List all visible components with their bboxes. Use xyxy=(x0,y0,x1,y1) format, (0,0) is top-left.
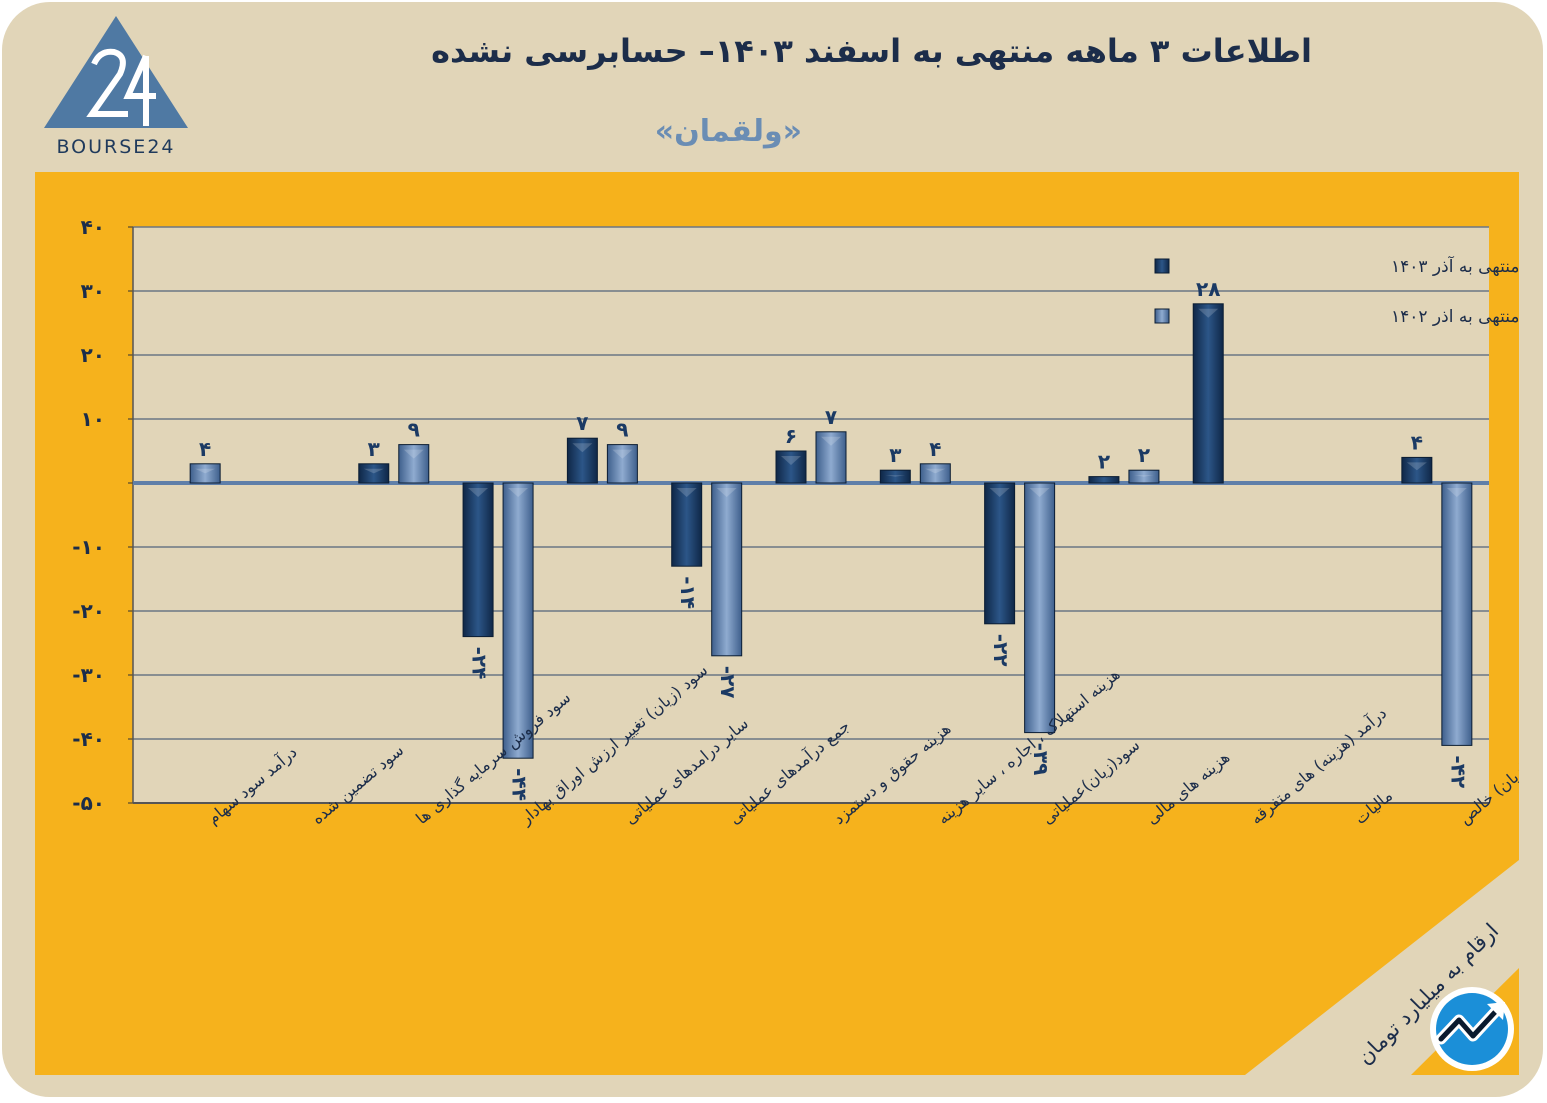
bar-2 xyxy=(815,431,847,484)
bar-value-label: ۳ xyxy=(368,437,380,461)
bar-bevel xyxy=(1446,488,1467,497)
legend-label: عملکرد منتهی به آذر ۱۴۰۳ xyxy=(1391,255,1519,277)
bar-bevel xyxy=(195,468,216,474)
bar-2 xyxy=(919,463,951,484)
bar-bevel xyxy=(1406,462,1427,471)
bar-1 xyxy=(1401,456,1433,484)
bar-bevel xyxy=(1133,475,1154,477)
bar-bevel xyxy=(676,488,697,497)
bar-bevel xyxy=(821,436,841,446)
bar-value-label: -۲۷ xyxy=(716,666,740,699)
y-tick-label: -۴۰ xyxy=(72,727,105,751)
bar-2 xyxy=(398,444,430,484)
bar-bevel xyxy=(885,475,906,477)
y-tick-label: ۱۰ xyxy=(81,407,105,431)
legend-swatch xyxy=(1154,258,1170,274)
bar-value-label: ۴ xyxy=(199,437,211,461)
y-tick-label: ۳۰ xyxy=(81,279,105,303)
bar-value-label: -۴۴ xyxy=(508,768,532,801)
bar-value-label: ۷ xyxy=(576,411,588,435)
y-tick-label: -۲۰ xyxy=(72,599,105,623)
bar-bevel xyxy=(612,449,633,459)
bar-bevel xyxy=(468,488,489,497)
bar-value-label: -۴۲ xyxy=(1446,755,1470,788)
bar-bevel xyxy=(508,488,529,497)
bar-2 xyxy=(189,463,221,484)
bar-2 xyxy=(1441,482,1473,746)
bar-1 xyxy=(775,450,807,484)
bar-1 xyxy=(879,469,911,484)
bar-value-label: ۲ xyxy=(1098,450,1110,474)
bar-value-label: ۲۸ xyxy=(1196,277,1220,301)
bar-bevel xyxy=(716,488,737,497)
bar-2 xyxy=(1024,482,1056,734)
bar-bevel xyxy=(781,456,801,465)
bar-bevel xyxy=(363,468,384,474)
bar-1 xyxy=(462,482,494,638)
bourse24-logo-icon xyxy=(44,16,188,128)
bar-value-label: ۳ xyxy=(889,443,901,467)
bar-value-label: -۲۲ xyxy=(989,634,1013,667)
bar-bevel xyxy=(403,449,424,459)
chart-panel: ۴۰ ۳۰ ۲۰ ۱۰ -۱۰ -۲۰ -۳۰ -۴۰ -۵۰ ۴ ۳ ۹ -۲۴ -۴۴ ۷ ۹ -۱۴ -۲… xyxy=(35,172,1519,1075)
logo-text: BOURSE24 xyxy=(56,136,176,158)
bar-1 xyxy=(1192,303,1224,484)
bar-bevel xyxy=(989,488,1010,497)
bar-bevel xyxy=(1029,488,1050,497)
trend-arrow-icon xyxy=(1430,987,1514,1071)
bar-value-label: -۱۴ xyxy=(676,576,700,609)
bar-1 xyxy=(671,482,703,567)
bar-value-label: -۲۴ xyxy=(468,647,492,680)
bar-1 xyxy=(984,482,1016,625)
bar-value-label: ۴ xyxy=(929,437,941,461)
bar-value-label: ۹ xyxy=(616,418,628,442)
bar-1 xyxy=(358,463,390,484)
bar-value-label: ۴ xyxy=(1411,430,1423,454)
bar-2 xyxy=(502,482,534,759)
page-subtitle: «ولقمان» xyxy=(654,114,802,149)
bar-1 xyxy=(566,437,598,484)
bar-bevel xyxy=(925,468,946,474)
y-tick-label: -۱۰ xyxy=(72,535,105,559)
bar-value-label: ۹ xyxy=(408,418,420,442)
page-title: اطلاعات ۳ ماهه منتهی به اسفند ۱۴۰۳– حساب… xyxy=(431,32,1312,70)
bar-value-label: ۲ xyxy=(1138,443,1150,467)
legend-swatch xyxy=(1154,308,1170,324)
bar-chart: ۴۰ ۳۰ ۲۰ ۱۰ -۱۰ -۲۰ -۳۰ -۴۰ -۵۰ ۴ ۳ ۹ -۲۴ -۴۴ ۷ ۹ -۱۴ -۲… xyxy=(72,215,1519,829)
bar-2 xyxy=(606,444,638,484)
plot-area xyxy=(133,227,1489,803)
bar-value-label: ۷ xyxy=(825,405,837,429)
y-tick-label: -۳۰ xyxy=(72,663,105,687)
y-tick-label: -۵۰ xyxy=(72,791,105,815)
bar-value-label: -۳۹ xyxy=(1029,743,1053,776)
y-tick-label: ۴۰ xyxy=(81,215,105,239)
bar-2 xyxy=(711,482,743,657)
bar-bevel xyxy=(1198,308,1219,318)
y-tick-label: ۲۰ xyxy=(81,343,105,367)
bar-value-label: ۶ xyxy=(785,424,797,448)
bar-1 xyxy=(1088,476,1120,484)
bar-2 xyxy=(1128,469,1160,484)
legend-label: عملکرد منتهی به اذر ۱۴۰۲ xyxy=(1391,307,1519,327)
bar-bevel xyxy=(572,443,593,453)
